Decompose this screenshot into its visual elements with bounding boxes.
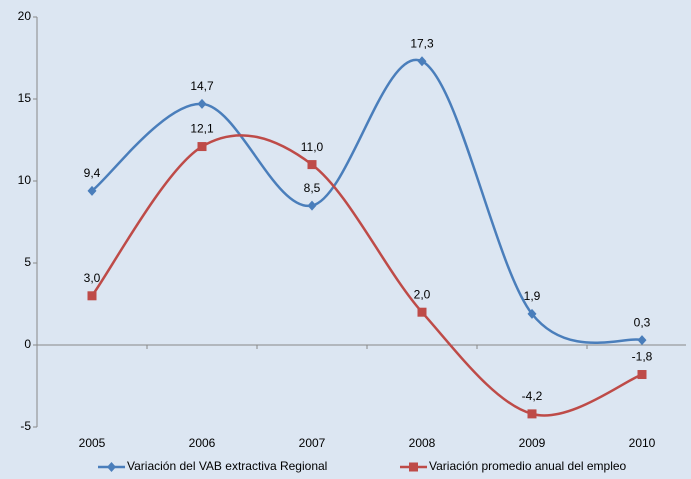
data-point — [307, 200, 317, 211]
data-label: 14,7 — [190, 79, 214, 93]
legend-label: Variación del VAB extractiva Regional — [127, 459, 327, 473]
data-label: 12,1 — [190, 122, 214, 136]
x-tick-label: 2010 — [629, 436, 656, 450]
data-point — [527, 409, 537, 419]
x-tick-label: 2007 — [299, 436, 326, 450]
data-point — [197, 142, 207, 152]
data-label: 11,0 — [301, 140, 324, 154]
data-point — [307, 160, 317, 170]
data-label: 9,4 — [84, 166, 101, 180]
y-tick-label: 0 — [24, 337, 31, 351]
y-tick-label: 10 — [18, 173, 32, 187]
series-line — [90, 134, 643, 417]
data-label: 0,3 — [634, 315, 651, 329]
data-label: 1,9 — [524, 289, 541, 303]
y-tick-label: 5 — [24, 255, 31, 269]
data-point — [417, 307, 427, 317]
data-point — [197, 98, 207, 109]
y-tick-label: 20 — [18, 9, 32, 23]
x-tick-label: 2008 — [409, 436, 436, 450]
x-tick-label: 2005 — [79, 436, 106, 450]
data-label: 3,0 — [84, 271, 101, 285]
data-label: 8,5 — [304, 181, 321, 195]
data-point — [417, 56, 427, 67]
data-label: -1,8 — [632, 350, 653, 364]
data-point — [527, 308, 537, 319]
legend-label: Variación promedio anual del empleo — [429, 459, 627, 473]
data-label: 17,3 — [410, 36, 434, 50]
x-tick-label: 2006 — [189, 436, 216, 450]
data-label: 2,0 — [414, 287, 431, 301]
data-label: -4,2 — [522, 389, 543, 403]
y-tick-label: 15 — [18, 91, 32, 105]
data-point — [637, 335, 647, 346]
y-tick-label: -5 — [20, 419, 31, 433]
data-point — [87, 185, 97, 196]
data-point — [87, 291, 97, 301]
data-point — [637, 370, 647, 380]
legend-marker — [409, 462, 418, 472]
legend-marker — [107, 462, 116, 472]
x-tick-label: 2009 — [519, 436, 546, 450]
